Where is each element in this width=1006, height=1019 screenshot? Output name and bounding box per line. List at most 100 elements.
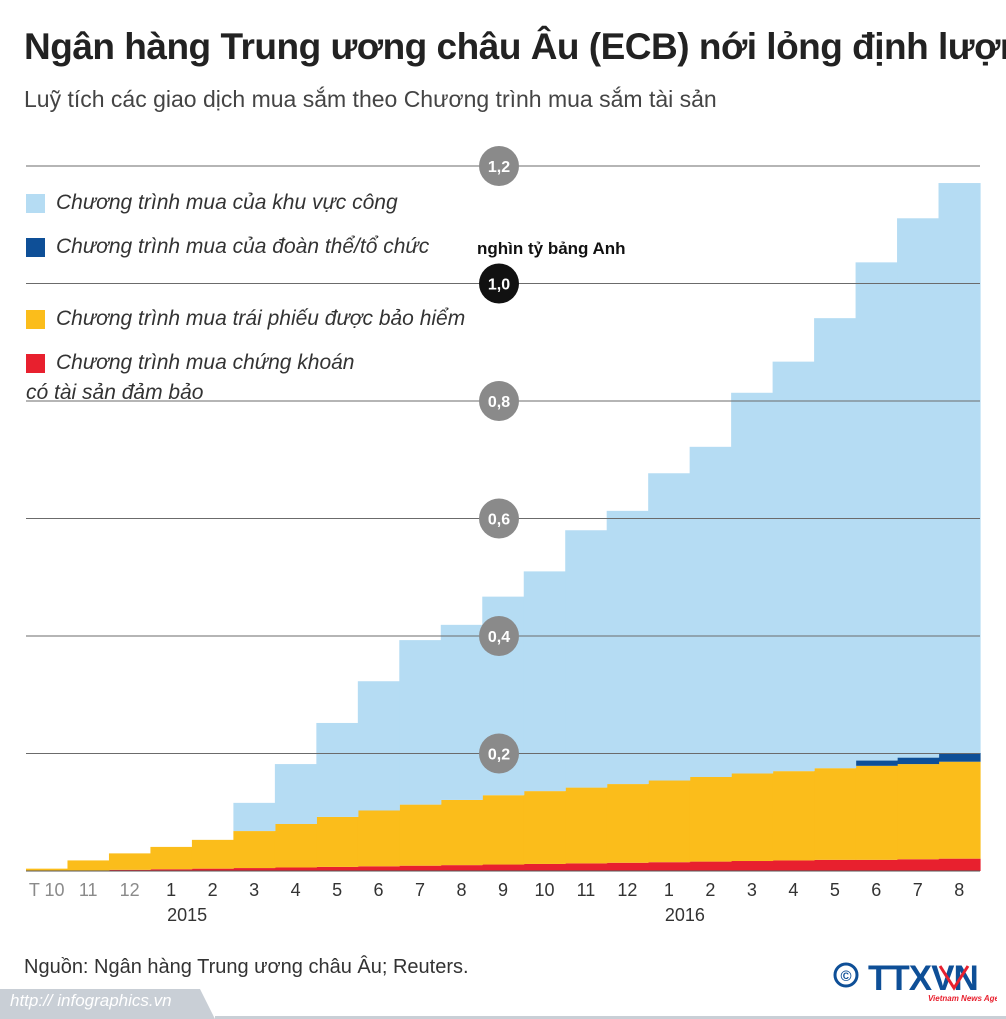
x-tick-label-8: 6 bbox=[374, 880, 384, 900]
series-1-step-22 bbox=[938, 761, 981, 859]
series-1-step-11 bbox=[482, 795, 525, 865]
series-0-step-18 bbox=[772, 860, 815, 871]
series-3-step-19 bbox=[814, 318, 857, 769]
x-tick-label-15: 1 bbox=[664, 880, 674, 900]
series-3-step-10 bbox=[440, 624, 483, 800]
series-0-step-8 bbox=[357, 866, 400, 871]
series-0-step-13 bbox=[565, 863, 608, 871]
page-title: Ngân hàng Trung ương châu Âu (ECB) nới l… bbox=[24, 26, 1006, 67]
series-3-step-9 bbox=[399, 640, 442, 805]
series-1-step-2 bbox=[108, 853, 152, 870]
legend-swatch-public bbox=[26, 194, 45, 213]
series-0-step-15 bbox=[648, 862, 691, 871]
series-2-step-22 bbox=[938, 752, 981, 762]
y-tick-bubble-1 bbox=[479, 616, 519, 656]
series-1-step-9 bbox=[399, 804, 442, 866]
footer-url[interactable]: http:// infographics.vn bbox=[10, 991, 172, 1010]
x-tick-label-1: 11 bbox=[79, 880, 98, 900]
series-1-step-18 bbox=[772, 771, 815, 861]
x-tick-label-16: 2 bbox=[705, 880, 715, 900]
series-0-step-3 bbox=[150, 869, 193, 871]
series-0-step-6 bbox=[274, 867, 317, 871]
series-1-step-14 bbox=[606, 784, 649, 863]
y-tick-label-0: 0,2 bbox=[488, 747, 510, 764]
series-3-step-21 bbox=[897, 218, 940, 758]
series-0-step-11 bbox=[482, 864, 525, 871]
legend-label-covered-bond: Chương trình mua trái phiếu được bảo hiể… bbox=[56, 307, 466, 330]
series-1-step-0 bbox=[26, 868, 69, 871]
series-0-step-12 bbox=[523, 863, 566, 871]
series-0-step-22 bbox=[938, 858, 981, 871]
y-tick-bubble-4 bbox=[479, 263, 519, 304]
unit-label: nghìn tỷ bảng Anh bbox=[477, 239, 626, 258]
series-0-step-19 bbox=[814, 859, 857, 871]
y-tick-bubble-3 bbox=[479, 381, 519, 421]
series-3-step-14 bbox=[606, 510, 649, 785]
x-tick-label-4: 2 bbox=[208, 880, 218, 900]
series-1-step-12 bbox=[523, 791, 566, 864]
series-1-step-8 bbox=[357, 810, 400, 867]
x-tick-label-21: 7 bbox=[913, 880, 923, 900]
series-3-step-8 bbox=[357, 681, 400, 811]
legend-item-covered-bond: Chương trình mua trái phiếu được bảo hiể… bbox=[26, 304, 465, 334]
ttxvn-logo: © TTXVN Vietnam News Agency bbox=[833, 959, 997, 1003]
legend-swatch-covered-bond bbox=[26, 310, 45, 329]
series-0-step-7 bbox=[316, 866, 359, 871]
series-3-step-18 bbox=[772, 361, 815, 772]
x-tick-label-12: 10 bbox=[534, 880, 554, 900]
series-1-step-15 bbox=[648, 780, 691, 863]
legend-label-abs: Chương trình mua chứng khoán có tài sản đ… bbox=[26, 351, 355, 404]
logo-subtitle: Vietnam News Agency bbox=[928, 994, 997, 1003]
series-1-step-1 bbox=[67, 860, 110, 871]
source-note: Nguồn: Ngân hàng Trung ương châu Âu; Reu… bbox=[24, 956, 469, 978]
series-2-step-21 bbox=[897, 757, 940, 765]
legend-swatch-abs bbox=[26, 354, 45, 373]
x-tick-label-22: 8 bbox=[954, 880, 964, 900]
series-0-step-17 bbox=[731, 861, 774, 871]
legend-item-corporate: Chương trình mua của đoàn thể/tổ chức bbox=[26, 232, 429, 262]
series-1-step-5 bbox=[233, 831, 276, 869]
legend-item-abs: Chương trình mua chứng khoán có tài sản đ… bbox=[26, 348, 386, 408]
series-1-step-4 bbox=[191, 839, 234, 869]
x-tick-label-11: 9 bbox=[498, 880, 508, 900]
y-tick-label-2: 0,6 bbox=[488, 512, 510, 529]
series-3-step-16 bbox=[689, 446, 732, 777]
legend-label-corporate: Chương trình mua của đoàn thể/tổ chức bbox=[56, 235, 430, 258]
series-3-step-22 bbox=[938, 183, 981, 753]
y-tick-bubble-5 bbox=[479, 146, 519, 186]
series-3-step-6 bbox=[274, 764, 317, 824]
x-tick-label-19: 5 bbox=[830, 880, 840, 900]
series-0-step-2 bbox=[108, 869, 152, 871]
x-tick-label-3: 1 bbox=[166, 880, 176, 900]
footer-divider bbox=[215, 1016, 1006, 1019]
series-1-step-3 bbox=[150, 846, 193, 870]
series-3-step-17 bbox=[731, 392, 774, 774]
series-1-step-16 bbox=[689, 777, 732, 862]
series-0-step-20 bbox=[855, 859, 898, 871]
series-0-step-16 bbox=[689, 861, 732, 871]
year-label-0: 2015 bbox=[167, 905, 207, 925]
footer-band bbox=[0, 989, 215, 1019]
y-tick-label-1: 0,4 bbox=[488, 629, 510, 646]
x-tick-label-7: 5 bbox=[332, 880, 342, 900]
y-tick-bubble-2 bbox=[479, 498, 519, 539]
x-tick-label-14: 12 bbox=[617, 880, 637, 900]
stacked-area-chart: 0,20,40,60,81,01,2T 10 11 12 1 2 3 4 5 6 7 8 9 10 11 1… bbox=[26, 146, 981, 925]
series-1-step-10 bbox=[440, 799, 483, 866]
x-tick-label-17: 3 bbox=[747, 880, 757, 900]
series-0-step-21 bbox=[897, 859, 940, 871]
series-3-step-20 bbox=[855, 262, 898, 761]
legend-item-public: Chương trình mua của khu vực công bbox=[26, 188, 398, 218]
y-tick-bubble-0 bbox=[479, 733, 519, 774]
page-subtitle: Luỹ tích các giao dịch mua sắm theo Chươ… bbox=[24, 86, 717, 112]
y-tick-label-4: 1,0 bbox=[488, 277, 510, 294]
x-tick-label-6: 4 bbox=[291, 880, 301, 900]
series-1-step-21 bbox=[897, 764, 940, 860]
copyright-icon: © bbox=[840, 968, 851, 985]
series-2-step-20 bbox=[855, 760, 898, 766]
x-tick-label-10: 8 bbox=[457, 880, 467, 900]
x-tick-label-5: 3 bbox=[249, 880, 259, 900]
legend-swatch-corporate bbox=[26, 238, 45, 257]
series-1-step-20 bbox=[855, 765, 898, 860]
x-tick-label-13: 11 bbox=[577, 880, 596, 900]
